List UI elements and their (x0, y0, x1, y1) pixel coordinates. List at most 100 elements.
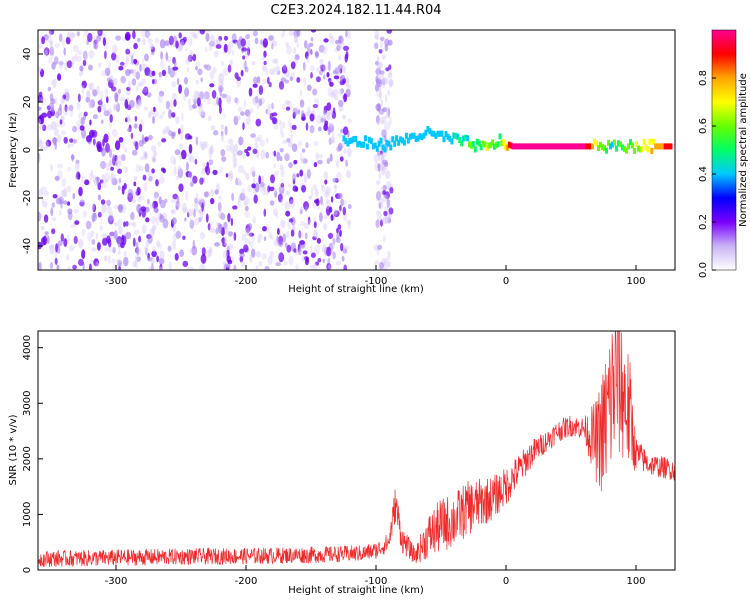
noise-speckle (129, 99, 135, 108)
noise-speckle (118, 136, 124, 143)
ridge-cell (446, 133, 450, 140)
noise-speckle (143, 246, 149, 251)
noise-speckle (141, 209, 146, 218)
noise-speckle (139, 64, 142, 72)
noise-speckle (102, 237, 108, 246)
noise-speckle (135, 241, 139, 248)
ridge-cell (342, 135, 346, 142)
noise-speckle (117, 218, 123, 228)
noise-speckle (306, 84, 312, 92)
noise-speckle (323, 214, 329, 219)
noise-speckle (125, 55, 129, 66)
noise-speckle (313, 262, 318, 270)
noise-speckle (101, 70, 108, 77)
noise-speckle (97, 30, 101, 35)
noise-speckle (308, 171, 312, 177)
noise-speckle (263, 60, 267, 66)
noise-speckle (96, 242, 101, 251)
ridge-cell (505, 144, 509, 151)
noise-speckle (299, 152, 303, 162)
noise-speckle (378, 202, 382, 210)
ridge-cell (399, 136, 403, 143)
ridge-cell (644, 144, 648, 151)
noise-speckle (288, 30, 295, 36)
noise-speckle (337, 133, 342, 138)
noise-speckle (104, 247, 110, 252)
ridge-cell (410, 132, 414, 139)
noise-speckle (312, 202, 317, 209)
ridge-cell (631, 142, 634, 149)
noise-speckle (130, 132, 134, 140)
noise-speckle (245, 172, 250, 181)
noise-speckle (96, 176, 99, 187)
snr-y-tick-label: 1000 (22, 502, 33, 527)
ridge-cell (481, 140, 485, 147)
noise-speckle (219, 87, 222, 97)
noise-speckle (115, 102, 121, 113)
noise-speckle (309, 125, 315, 134)
noise-speckle (253, 76, 258, 85)
noise-speckle (165, 51, 169, 61)
noise-speckle (195, 136, 199, 146)
noise-speckle (337, 192, 343, 200)
noise-speckle (328, 206, 333, 213)
noise-speckle (153, 194, 158, 200)
noise-speckle (168, 35, 174, 46)
noise-speckle (262, 226, 267, 232)
noise-speckle (267, 256, 273, 266)
ridge-cell (635, 141, 638, 148)
noise-speckle (327, 77, 332, 83)
ridge-cell (401, 137, 404, 144)
noise-speckle (106, 77, 112, 83)
noise-speckle (208, 159, 214, 166)
noise-speckle (337, 88, 344, 95)
noise-speckle (182, 36, 187, 43)
noise-speckle (334, 67, 340, 75)
noise-speckle (172, 240, 177, 251)
noise-speckle (76, 101, 81, 111)
noise-speckle (132, 189, 138, 198)
noise-speckle (375, 219, 380, 228)
noise-speckle (263, 50, 267, 58)
noise-speckle (135, 261, 138, 269)
noise-speckle (82, 50, 88, 60)
noise-speckle (186, 161, 189, 172)
noise-speckle (233, 264, 237, 270)
ridge-cell (416, 135, 420, 142)
noise-speckle (389, 116, 392, 126)
noise-speckle (381, 73, 385, 83)
noise-speckle (334, 66, 339, 72)
noise-speckle (288, 255, 294, 266)
noise-speckle (326, 110, 331, 121)
noise-speckle (207, 248, 213, 257)
noise-speckle (341, 255, 345, 262)
noise-speckle (161, 69, 166, 77)
noise-speckle (205, 213, 209, 223)
noise-speckle (203, 94, 207, 103)
noise-speckle (347, 221, 351, 229)
noise-speckle (284, 242, 288, 248)
noise-speckle (346, 219, 352, 225)
noise-speckle (379, 108, 384, 115)
noise-speckle (147, 198, 150, 205)
snr-y-tick-label: 0 (22, 567, 33, 573)
noise-speckle (73, 235, 78, 245)
colorbar-ticks: 0.0 0.2 0.4 0.6 0.8 (698, 70, 716, 278)
ridge-cell (638, 146, 642, 153)
noise-speckle (137, 99, 142, 108)
noise-speckle (156, 255, 160, 263)
noise-speckle (388, 80, 392, 89)
ridge-cell (489, 141, 493, 148)
ridge-cell (500, 140, 504, 147)
noise-speckle (174, 253, 179, 261)
noise-speckle (46, 235, 50, 244)
noise-speckle (254, 37, 259, 45)
noise-speckle (212, 125, 216, 131)
noise-speckle (118, 178, 122, 184)
noise-speckle (255, 251, 261, 258)
noise-speckle (66, 60, 73, 69)
noise-speckle (249, 241, 254, 249)
noise-speckle (326, 246, 332, 257)
noise-speckle (135, 99, 140, 110)
noise-speckle (287, 183, 292, 188)
